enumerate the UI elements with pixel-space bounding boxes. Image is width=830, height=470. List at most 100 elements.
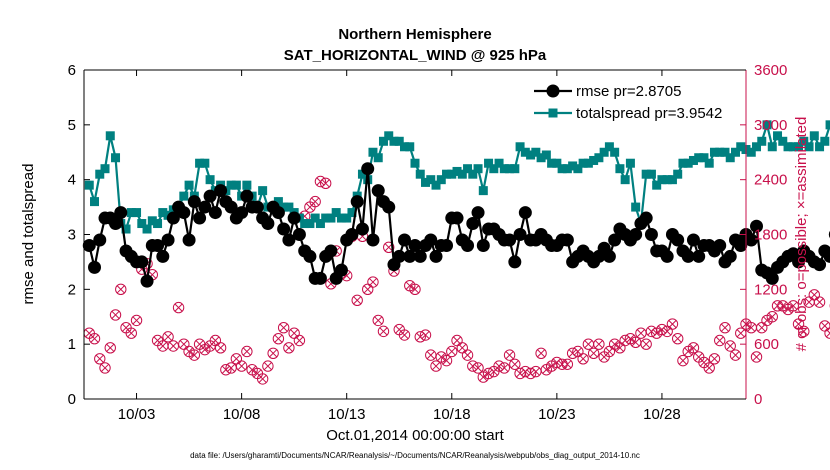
- obs-assimilated-marker: [642, 340, 651, 349]
- obs-possible-marker: [813, 296, 826, 308]
- rmse-point: [313, 271, 327, 285]
- obs-assimilated-marker: [684, 347, 693, 356]
- totalspread-point: [652, 180, 662, 190]
- totalspread-point: [667, 175, 677, 185]
- obs-assimilated-marker: [505, 351, 514, 360]
- obs-assimilated-marker: [95, 354, 104, 363]
- obs-assimilated-marker: [263, 362, 272, 371]
- totalspread-point: [583, 158, 593, 168]
- totalspread-point: [536, 153, 546, 163]
- obs-point: [461, 349, 474, 361]
- rmse-point: [503, 233, 517, 247]
- rmse-point: [109, 217, 123, 231]
- obs-assimilated-marker: [547, 362, 556, 371]
- obs-possible-marker: [430, 360, 442, 372]
- totalspread-point: [105, 131, 115, 141]
- totalspread-point: [641, 169, 651, 179]
- obs-assimilated-marker: [321, 179, 330, 188]
- obs-assimilated-marker: [826, 329, 830, 338]
- totalspread-point: [505, 164, 515, 174]
- obs-point: [503, 349, 516, 361]
- rmse-point: [461, 238, 475, 252]
- obs-assimilated-marker: [815, 298, 824, 307]
- totalspread-point: [137, 219, 147, 229]
- y-left-tick-label: 1: [68, 336, 76, 353]
- chart-title-line2: SAT_HORIZONTAL_WIND @ 925 hPa: [284, 47, 547, 64]
- totalspread-point: [342, 213, 352, 223]
- rmse-point: [135, 255, 149, 269]
- rmse-point: [723, 249, 737, 263]
- obs-assimilated-marker: [510, 360, 519, 369]
- obs-possible-marker: [109, 309, 122, 321]
- obs-assimilated-marker: [763, 316, 771, 325]
- totalspread-point: [594, 153, 604, 163]
- obs-possible-marker: [503, 349, 516, 361]
- totalspread-point: [447, 169, 457, 179]
- obs-point: [367, 276, 379, 288]
- totalspread-point: [126, 208, 136, 218]
- y-right-tick-label: 0: [754, 391, 762, 408]
- rmse-point: [250, 200, 264, 214]
- obs-assimilated-marker: [106, 343, 115, 352]
- obs-assimilated-marker: [579, 354, 588, 363]
- obs-possible-marker: [666, 318, 679, 330]
- obs-possible-marker: [409, 283, 421, 296]
- totalspread-point: [226, 180, 236, 190]
- series-layer: [82, 120, 830, 385]
- obs-possible-marker: [99, 362, 111, 374]
- y-left-tick-label: 4: [68, 172, 76, 189]
- rmse-point: [292, 228, 306, 241]
- totalspread-point: [431, 180, 441, 190]
- totalspread-point: [478, 186, 488, 196]
- obs-assimilated-marker: [185, 347, 194, 356]
- obs-point: [162, 331, 174, 343]
- totalspread-point: [326, 213, 336, 223]
- x-axis-label: Oct.01,2014 00:00:00 start: [326, 427, 504, 444]
- obs-assimilated-marker: [400, 331, 409, 339]
- rmse-point: [140, 274, 154, 288]
- obs-point: [750, 351, 763, 363]
- obs-assimilated-marker: [269, 349, 278, 358]
- y-axis-left-label: rmse and totalspread: [20, 164, 37, 305]
- totalspread-point: [347, 208, 357, 218]
- legend-totalspread-marker: [548, 108, 558, 118]
- obs-point: [130, 314, 143, 327]
- obs-point: [398, 329, 411, 341]
- obs-point: [351, 294, 363, 306]
- rmse-point: [471, 206, 485, 220]
- rmse-point: [602, 249, 616, 263]
- obs-possible-marker: [283, 342, 295, 354]
- obs-assimilated-marker: [668, 320, 677, 329]
- rmse-point: [750, 219, 764, 233]
- obs-possible-marker: [640, 338, 652, 350]
- obs-point: [125, 327, 137, 339]
- obs-assimilated-marker: [279, 323, 288, 332]
- totalspread-point: [568, 161, 578, 171]
- totalspread-point: [604, 142, 614, 152]
- obs-possible-marker: [188, 349, 201, 361]
- totalspread-point: [284, 202, 294, 212]
- rmse-point: [156, 249, 170, 263]
- totalspread-point: [820, 136, 830, 146]
- obs-assimilated-marker: [169, 342, 178, 350]
- obs-possible-marker: [687, 342, 700, 354]
- obs-possible-marker: [446, 345, 458, 358]
- obs-assimilated-marker: [437, 353, 446, 361]
- legend-rmse-marker: [546, 84, 560, 98]
- rmse-point: [203, 189, 217, 203]
- totalspread-point: [132, 208, 142, 218]
- obs-assimilated-marker: [216, 343, 225, 352]
- rmse-point: [713, 238, 727, 252]
- x-tick-label: 10/13: [328, 406, 366, 423]
- obs-possible-marker: [383, 241, 395, 253]
- totalspread-point: [815, 142, 825, 152]
- obs-point: [283, 342, 295, 354]
- rmse-point: [82, 238, 96, 252]
- rmse-point: [639, 211, 653, 225]
- totalspread-point: [631, 202, 641, 212]
- obs-point: [99, 362, 111, 374]
- obs-assimilated-marker: [721, 323, 729, 332]
- y-left-tick-label: 6: [68, 62, 76, 79]
- totalspread-point: [405, 142, 415, 152]
